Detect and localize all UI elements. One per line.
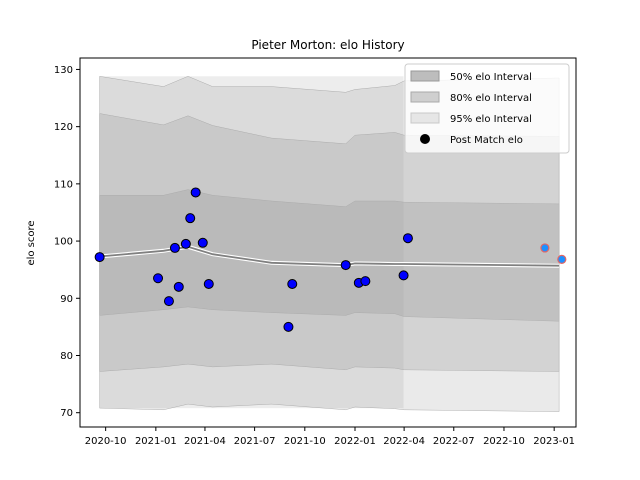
band-50-group: [99, 76, 560, 409]
legend-swatch: [410, 112, 440, 124]
data-point: [360, 276, 371, 287]
x-tick-label: 2021-10: [284, 436, 326, 447]
chart-title: Pieter Morton: elo History: [251, 38, 404, 52]
y-tick-label: 70: [60, 408, 73, 419]
data-point: [185, 213, 196, 224]
x-tick-label: 2021-01: [135, 436, 177, 447]
legend-swatch: [410, 91, 440, 103]
y-axis: 70 80 90 100 110 120 130: [54, 65, 80, 419]
x-tick-label: 2020-10: [85, 436, 127, 447]
legend-label: 95% elo Interval: [450, 114, 532, 125]
y-tick-label: 130: [54, 65, 73, 76]
data-point: [287, 278, 298, 289]
future-data-point: [557, 254, 567, 264]
data-point: [94, 252, 105, 263]
data-point: [173, 281, 184, 292]
data-points-group: [94, 187, 567, 332]
data-point: [398, 270, 409, 281]
legend-frame: [404, 63, 570, 154]
y-tick-label: 80: [60, 351, 73, 362]
legend-label: 80% elo Interval: [450, 93, 532, 104]
data-point: [203, 278, 214, 289]
data-point: [197, 237, 208, 248]
x-tick-label: 2022-10: [483, 436, 525, 447]
observed-period-shade: [99, 76, 404, 409]
legend-label: Post Match elo: [450, 135, 523, 146]
x-tick-label: 2022-07: [433, 436, 475, 447]
legend-marker: [420, 134, 430, 144]
y-axis-label: elo score: [26, 220, 37, 265]
data-point: [153, 273, 164, 284]
data-point: [163, 296, 174, 307]
y-tick-label: 90: [60, 294, 73, 305]
y-tick-label: 110: [54, 179, 73, 190]
x-tick-label: 2021-07: [234, 436, 276, 447]
data-point: [402, 233, 413, 244]
y-tick-label: 100: [54, 237, 73, 248]
x-tick-label: 2022-04: [383, 436, 425, 447]
data-point: [190, 187, 201, 198]
future-data-point: [540, 243, 550, 253]
data-point: [169, 242, 180, 253]
band-50-area: [99, 189, 560, 322]
legend-label: 50% elo Interval: [450, 72, 532, 83]
y-tick-label: 120: [54, 122, 73, 133]
x-tick-label: 2023-01: [533, 436, 575, 447]
x-tick-label: 2022-01: [334, 436, 376, 447]
data-point: [180, 238, 191, 249]
axes-frame: [79, 57, 577, 428]
legend-swatch: [410, 70, 440, 82]
data-point: [340, 260, 351, 271]
legend: 50% elo Interval 80% elo Interval 95% elo …: [404, 63, 570, 154]
plot-area: [94, 76, 567, 412]
data-point: [283, 321, 294, 332]
x-axis: 2020-10 2021-01 2021-04 2021-07 2021-10 2022-…: [85, 427, 575, 447]
x-tick-label: 2021-04: [184, 436, 226, 447]
